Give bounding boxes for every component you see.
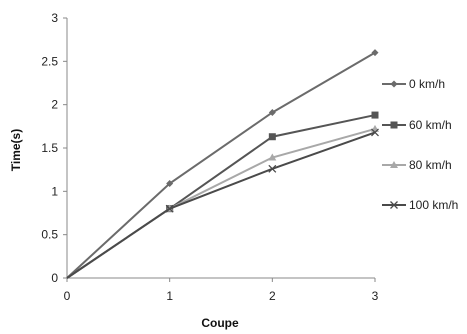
y-axis-title: Time(s)	[9, 129, 23, 171]
y-tick-label: 1.5	[41, 141, 58, 155]
data-point	[268, 108, 276, 116]
legend-label: 0 km/h	[409, 77, 445, 91]
data-point	[371, 124, 379, 132]
legend-entry: 0 km/h	[382, 77, 445, 91]
series-line	[66, 51, 376, 279]
y-tick-label: 0	[51, 271, 58, 285]
data-point	[268, 153, 277, 161]
data-point	[371, 111, 379, 119]
legend-label: 60 km/h	[409, 118, 452, 132]
legend-label: 100 km/h	[409, 198, 458, 212]
data-point	[371, 49, 379, 57]
series-line	[66, 127, 376, 279]
legend-swatch-marker	[390, 121, 398, 129]
data-point	[165, 204, 174, 213]
legend-entry: 60 km/h	[382, 118, 452, 132]
y-tick-label: 0.5	[41, 228, 58, 242]
legend-entry: 100 km/h	[382, 198, 458, 212]
data-point	[268, 133, 276, 141]
y-tick-label: 2	[51, 98, 58, 112]
x-tick-label: 1	[166, 289, 173, 303]
series-1	[66, 111, 379, 279]
x-axis-title: Coupe	[201, 316, 239, 330]
series-layer	[66, 49, 379, 279]
y-tick-label: 2.5	[41, 54, 58, 68]
x-tick-label: 2	[269, 289, 276, 303]
series-line	[66, 131, 376, 279]
legend-swatch-marker	[390, 80, 398, 88]
x-tick-label: 3	[372, 289, 379, 303]
legend-swatch-marker	[390, 201, 398, 209]
series-0	[66, 49, 379, 279]
x-tick-label: 0	[64, 289, 71, 303]
data-point	[371, 128, 379, 137]
legend-label: 80 km/h	[409, 158, 452, 172]
y-tick-label: 1	[51, 184, 58, 198]
series-3	[66, 128, 379, 279]
data-point	[268, 164, 277, 173]
legend-swatch-marker	[390, 161, 398, 168]
series-line	[66, 114, 376, 279]
data-point	[166, 180, 174, 188]
y-tick-label: 3	[51, 11, 58, 25]
legend-entry: 80 km/h	[382, 158, 452, 172]
axes: 0 0.5 1 1.5 2 2.5 3 0 1 2 3	[41, 11, 378, 303]
legend: 0 km/h 60 km/h 80 km/h 100 km/h	[382, 77, 458, 212]
